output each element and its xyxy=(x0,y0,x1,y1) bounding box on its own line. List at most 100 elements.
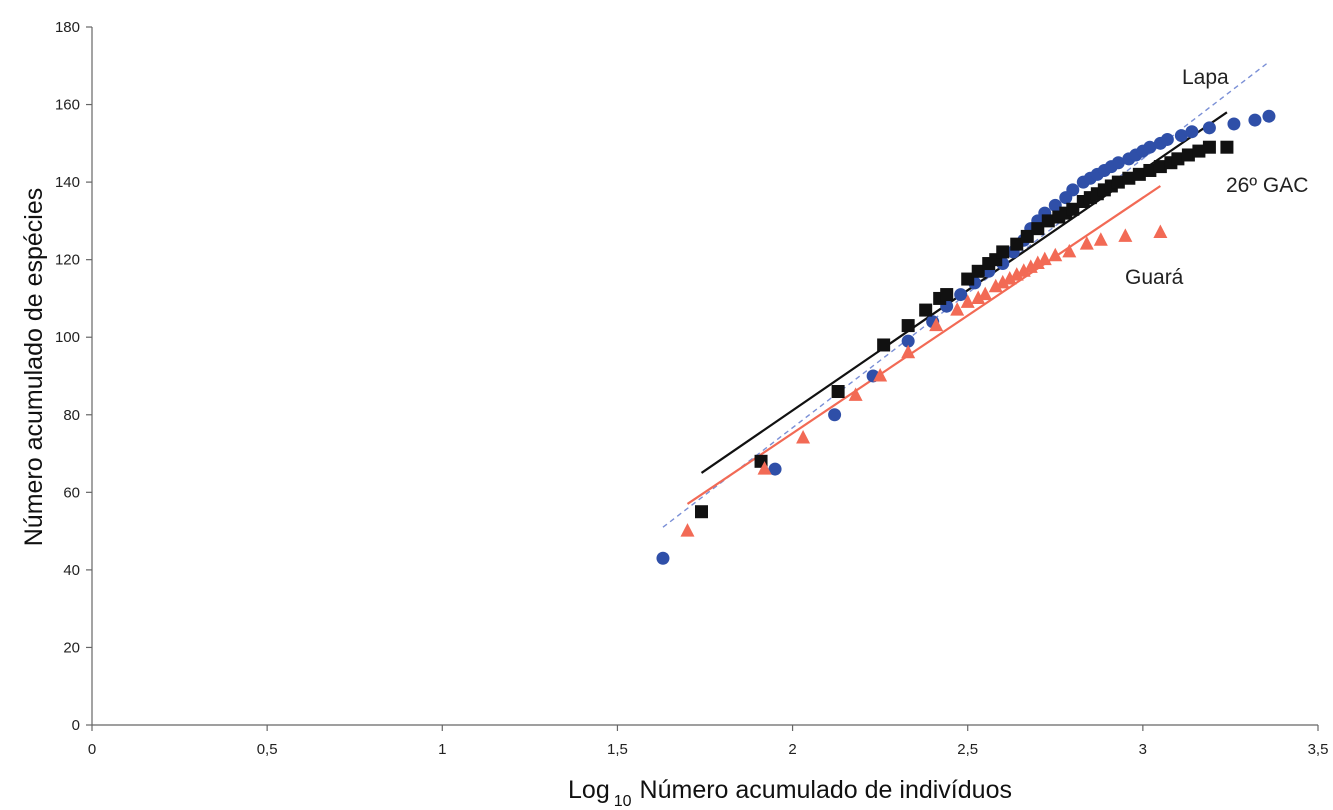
data-point-square xyxy=(831,385,845,399)
data-point-square xyxy=(877,338,891,352)
data-point-triangle xyxy=(960,294,975,308)
data-point-square xyxy=(940,288,954,302)
x-axis-title-suffix: Número acumulado de indivíduos xyxy=(640,776,1012,804)
y-tick-label: 180 xyxy=(55,19,80,36)
data-point-triangle xyxy=(1153,224,1168,239)
data-point-triangle xyxy=(680,523,695,537)
x-tick-label: 3 xyxy=(1139,741,1147,758)
data-point-triangle xyxy=(1002,271,1017,285)
data-point-triangle xyxy=(988,278,1003,293)
series-circle xyxy=(656,109,1276,565)
data-point-circle xyxy=(1066,183,1080,197)
data-point-triangle xyxy=(848,387,863,401)
data-point-square xyxy=(1202,140,1216,154)
y-tick-label: 20 xyxy=(63,639,80,656)
data-point-square xyxy=(1220,140,1234,154)
data-point-triangle xyxy=(796,430,811,444)
x-tick-label: 1 xyxy=(438,741,446,758)
x-tick-label: 3,5 xyxy=(1308,741,1329,758)
x-tick-label: 2,5 xyxy=(957,741,978,758)
data-point-triangle xyxy=(1079,236,1094,250)
series-label-26-gac: 26º GAC xyxy=(1226,174,1308,197)
data-point-triangle xyxy=(757,461,772,475)
data-point-circle xyxy=(1143,140,1157,154)
y-axis-title: Número acumulado de espécies xyxy=(20,188,48,547)
data-point-square xyxy=(1122,171,1136,185)
data-point-triangle xyxy=(1037,251,1052,266)
data-point-triangle xyxy=(1023,259,1038,273)
data-point-triangle xyxy=(978,286,993,301)
data-point-triangle xyxy=(901,344,916,359)
y-tick-label: 140 xyxy=(55,174,80,191)
data-point-triangle xyxy=(1062,243,1077,258)
x-axis-title-subscript: 10 xyxy=(614,793,632,810)
data-point-square xyxy=(971,264,985,278)
data-point-circle xyxy=(1227,117,1241,131)
x-axis-title: Log 10 Número acumulado de indivíduos xyxy=(568,776,1012,810)
data-point-triangle xyxy=(1009,267,1024,281)
data-points xyxy=(656,109,1276,565)
data-point-circle xyxy=(1174,129,1188,143)
series-label-guara: Guará xyxy=(1125,266,1184,289)
data-point-triangle xyxy=(1093,232,1108,246)
data-point-square xyxy=(1066,202,1080,216)
data-point-square xyxy=(1171,152,1185,166)
data-point-circle xyxy=(954,288,968,302)
data-point-triangle xyxy=(950,302,965,316)
data-point-circle xyxy=(1248,113,1262,127)
y-axis-ticks: 0 20 40 60 80 100 120 140 160 180 xyxy=(55,19,92,734)
data-point-square xyxy=(694,505,708,519)
data-point-square xyxy=(1153,160,1167,174)
data-point-square xyxy=(1132,167,1146,181)
data-point-triangle xyxy=(1118,228,1133,242)
data-point-circle xyxy=(1111,156,1125,170)
data-point-triangle xyxy=(929,317,944,332)
data-point-circle xyxy=(1262,109,1276,123)
data-point-circle xyxy=(768,462,782,476)
x-tick-label: 0 xyxy=(88,741,96,758)
x-tick-label: 2 xyxy=(788,741,796,758)
data-point-square xyxy=(919,303,933,317)
data-point-square xyxy=(961,272,975,286)
y-tick-label: 40 xyxy=(63,562,80,579)
data-point-triangle xyxy=(1048,247,1063,262)
x-tick-label: 0,5 xyxy=(257,741,278,758)
data-point-square xyxy=(901,319,915,333)
data-point-circle xyxy=(1048,198,1062,212)
data-point-circle xyxy=(1160,132,1174,146)
data-point-square xyxy=(1111,175,1125,189)
data-point-triangle xyxy=(971,290,986,304)
data-point-square xyxy=(1143,163,1157,177)
data-point-circle xyxy=(1185,125,1199,139)
series-triangle xyxy=(680,224,1168,537)
series-label-lapa: Lapa xyxy=(1182,66,1229,89)
data-point-square xyxy=(1192,144,1206,158)
x-tick-label: 1,5 xyxy=(607,741,628,758)
x-axis-title-prefix: Log xyxy=(568,776,610,804)
x-axis-ticks: 0 0,5 1 1,5 2 2,5 3 3,5 xyxy=(88,725,1329,758)
data-point-triangle xyxy=(995,274,1010,289)
data-point-triangle xyxy=(873,368,888,382)
data-point-square xyxy=(1020,229,1034,243)
y-tick-label: 60 xyxy=(63,484,80,501)
data-point-circle xyxy=(656,551,670,565)
data-point-triangle xyxy=(1016,263,1031,277)
data-point-square xyxy=(996,245,1010,259)
y-tick-label: 100 xyxy=(55,329,80,346)
data-point-square xyxy=(1010,237,1024,251)
data-point-triangle xyxy=(1030,255,1045,270)
y-tick-label: 80 xyxy=(63,407,80,424)
series-square xyxy=(694,140,1234,519)
data-point-circle xyxy=(901,334,915,348)
data-point-square xyxy=(1031,222,1045,236)
data-point-circle xyxy=(1202,121,1216,135)
trendline-triangle xyxy=(686,185,1161,505)
y-tick-label: 120 xyxy=(55,252,80,269)
plot-area: 0 20 40 60 80 100 120 140 160 180 0 0,5 1 1,5 2 2,5 3 3,… xyxy=(55,19,1328,758)
data-point-square xyxy=(1041,214,1055,228)
data-point-circle xyxy=(828,408,842,422)
data-point-square xyxy=(1181,148,1195,162)
y-tick-label: 160 xyxy=(55,97,80,114)
y-tick-label: 0 xyxy=(72,717,80,734)
